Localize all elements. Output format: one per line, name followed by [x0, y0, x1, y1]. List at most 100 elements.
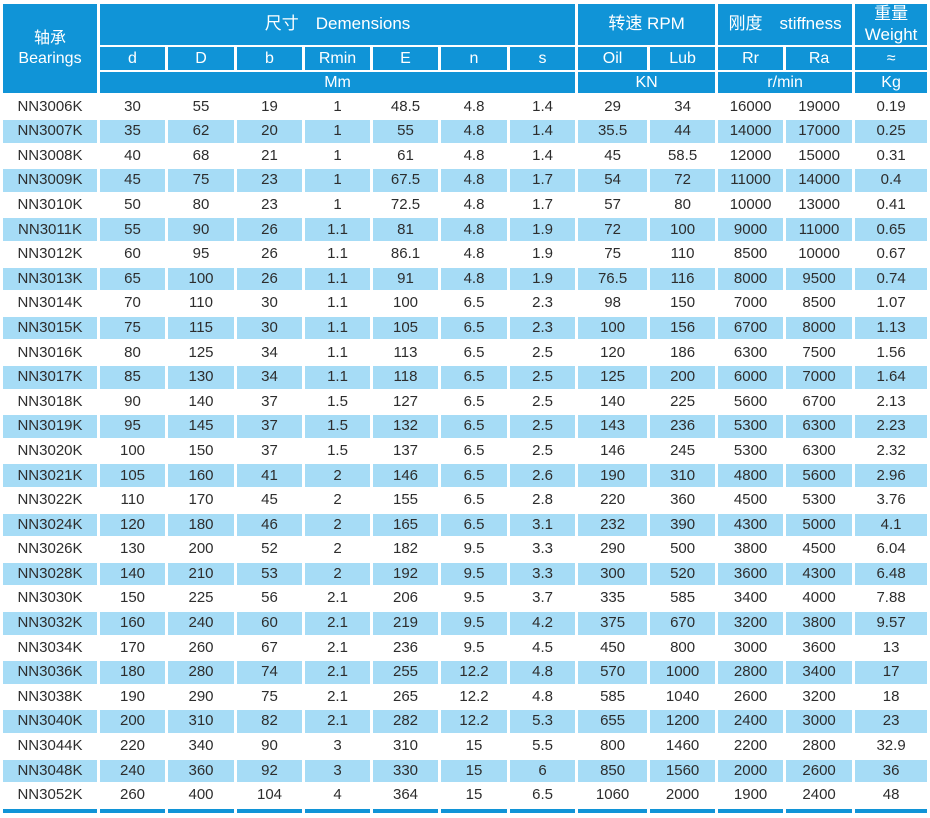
- cell-n: 6.5: [441, 488, 507, 512]
- cell-E: 127: [373, 390, 438, 414]
- cell-lub: 390: [650, 513, 716, 537]
- cell-D: 360: [168, 759, 234, 783]
- cell-E: 100: [373, 292, 438, 315]
- cell-Ra: 19000: [786, 95, 853, 119]
- cell-D: 130: [168, 366, 234, 389]
- cell-weight: 4.1: [855, 513, 928, 537]
- cell-Ra: 6700: [786, 390, 853, 414]
- cell-lub: 100: [650, 218, 716, 242]
- cell-b: 30: [237, 292, 302, 315]
- cell-oil: 146: [578, 439, 648, 463]
- cell-Ra: 8000: [786, 316, 853, 340]
- cell-Rmin: 1.1: [305, 218, 370, 242]
- cell-b: 30: [237, 316, 302, 340]
- cell-E: 265: [373, 685, 438, 709]
- cell-Rmin: 1: [305, 169, 370, 192]
- cell-d: 30: [100, 95, 165, 119]
- cell-Rmin: 2: [305, 513, 370, 537]
- cell-lub: 1460: [650, 734, 716, 758]
- cell-bearing: NN3052K: [3, 784, 97, 807]
- cell-s: 2.5: [510, 439, 576, 463]
- cell-D: 145: [168, 415, 234, 438]
- cell-d: 50: [100, 193, 165, 217]
- cell-lub: 34: [650, 95, 716, 119]
- cell-b: 23: [237, 169, 302, 192]
- cell-oil: 800: [578, 734, 648, 758]
- cell-Rmin: 2.1: [305, 710, 370, 733]
- cell-D: 80: [168, 193, 234, 217]
- cell-s: 2.5: [510, 366, 576, 389]
- cell-D: 75: [168, 169, 234, 192]
- cell-Rmin: 1: [305, 120, 370, 143]
- cell-oil: 570: [578, 661, 648, 684]
- cell-weight: 0.65: [855, 218, 928, 242]
- cell-Rr: 4800: [718, 464, 784, 487]
- cell-E: 86.1: [373, 243, 438, 266]
- cell-D: 240: [168, 611, 234, 635]
- cell-Rr: 3000: [718, 636, 784, 660]
- cell-D: 95: [168, 243, 234, 266]
- cell-E: 255: [373, 661, 438, 684]
- cell-lub: 72: [650, 169, 716, 192]
- cell-E: 155: [373, 488, 438, 512]
- header-col-E: E: [373, 47, 438, 71]
- cell-bearing: NN3019K: [3, 415, 97, 438]
- cell-oil: 300: [578, 562, 648, 586]
- table-row: NN3048K 240 360 92 3 330 15 6 850 1560 2000 2600 36: [3, 759, 928, 783]
- table-row: NN3007K 35 62 20 1 55 4.8 1.4 35.5 44 14000 17000 0.…: [3, 120, 928, 143]
- cell-b: 26: [237, 243, 302, 266]
- cell-weight: 36: [855, 759, 928, 783]
- cell-E: 105: [373, 316, 438, 340]
- table-row: NN3036K 180 280 74 2.1 255 12.2 4.8 570 1000 2800 3…: [3, 661, 928, 684]
- cell-Rr: 5300: [718, 415, 784, 438]
- cell-Rr: 6000: [718, 366, 784, 389]
- cell-bearing: NN3038K: [3, 685, 97, 709]
- cell-n: 15: [441, 784, 507, 807]
- cell-d: 190: [100, 685, 165, 709]
- cell-s: 3.3: [510, 538, 576, 561]
- cell-n: 4.8: [441, 243, 507, 266]
- cell-lub: 186: [650, 341, 716, 364]
- cell-d: 130: [100, 538, 165, 561]
- cell-d: 200: [100, 710, 165, 733]
- cell-n: 12.2: [441, 710, 507, 733]
- header-stiffness: 刚度 stiffness: [718, 4, 853, 46]
- cell-Rr: 3400: [718, 587, 784, 610]
- cell-D: 180: [168, 513, 234, 537]
- cell-Rmin: 4: [305, 784, 370, 807]
- cell-D: 140: [168, 390, 234, 414]
- cell-oil: 100: [578, 316, 648, 340]
- cell-weight: 7.88: [855, 587, 928, 610]
- cell-Rr: 2600: [718, 685, 784, 709]
- cell-Rr: 3200: [718, 611, 784, 635]
- header-col-approx: ≈: [855, 47, 928, 71]
- cell-Rr: 7000: [718, 292, 784, 315]
- header-weight: 重量 Weight: [855, 4, 928, 46]
- cell-n: 6.5: [441, 415, 507, 438]
- cell-D: 260: [168, 636, 234, 660]
- cell-Rr: 8000: [718, 267, 784, 291]
- cell-s: 2.8: [510, 488, 576, 512]
- cell-s: 1.9: [510, 218, 576, 242]
- cell-b: 26: [237, 267, 302, 291]
- cell-oil: 120: [578, 341, 648, 364]
- cell-oil: 655: [578, 710, 648, 733]
- cell-E: 310: [373, 734, 438, 758]
- cell-Ra: 11000: [786, 218, 853, 242]
- cell-E: 165: [373, 513, 438, 537]
- cell-s: 6.5: [510, 784, 576, 807]
- cell-Ra: 8500: [786, 292, 853, 315]
- cell-lub: 500: [650, 538, 716, 561]
- cell-weight: 48: [855, 784, 928, 807]
- cell-lub: 44: [650, 120, 716, 143]
- cell-b: 19: [237, 95, 302, 119]
- cell-oil: 57: [578, 193, 648, 217]
- cell-D: 110: [168, 292, 234, 315]
- cell-E: 118: [373, 366, 438, 389]
- cell-Rmin: 1.1: [305, 341, 370, 364]
- cell-n: 4.8: [441, 144, 507, 168]
- cell-oil: 54: [578, 169, 648, 192]
- cell-n: 9.5: [441, 562, 507, 586]
- cell-b: 37: [237, 390, 302, 414]
- bottom-bar-segment: [373, 808, 438, 813]
